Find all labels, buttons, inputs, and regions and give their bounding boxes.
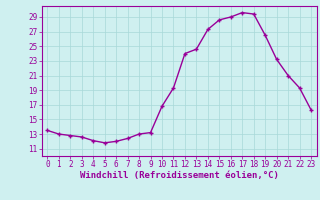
X-axis label: Windchill (Refroidissement éolien,°C): Windchill (Refroidissement éolien,°C) <box>80 171 279 180</box>
